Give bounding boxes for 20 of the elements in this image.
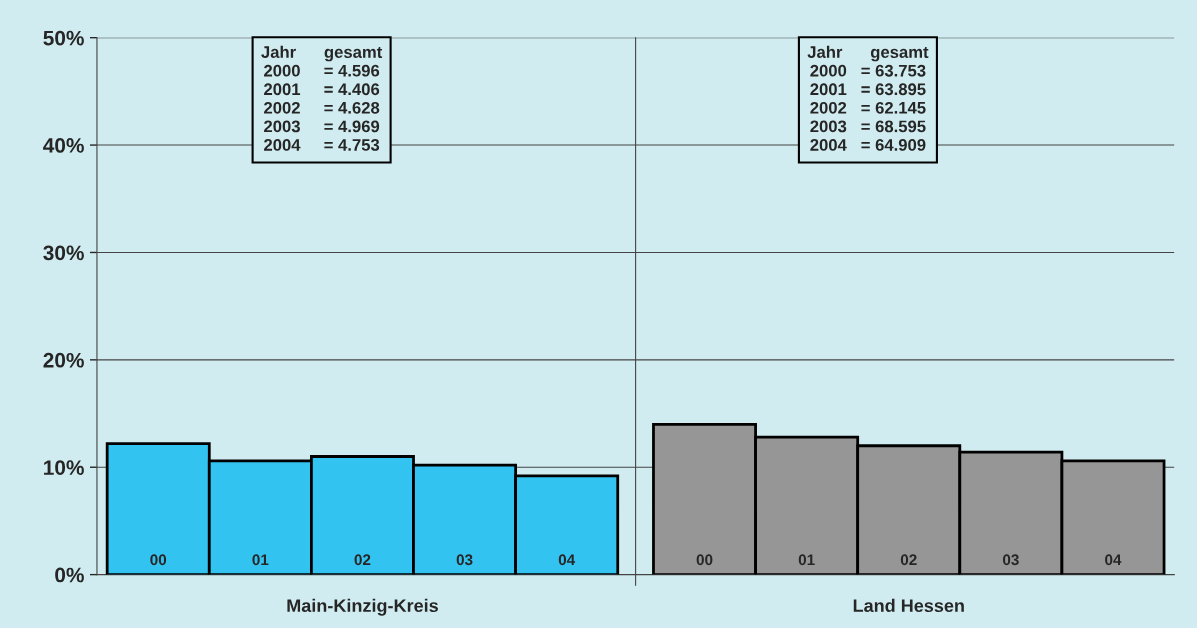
- x-tick-label: 00: [150, 554, 167, 566]
- x-tick-label: 01: [798, 554, 815, 566]
- x-tick-label: 02: [900, 554, 917, 566]
- x-tick-label: 01: [252, 554, 269, 566]
- y-tick-label: 10%: [44, 460, 84, 475]
- annotation: Jahr gesamt 2000 = 63.753 2001 = 63.895 2002 = 62.145 2003 = 68.595 2004 = 64.909: [807, 45, 929, 151]
- x-tick-label: 04: [1105, 554, 1122, 566]
- y-tick-label: 40%: [43, 138, 84, 153]
- y-tick-label: 50%: [43, 30, 84, 46]
- x-tick-label: 04: [558, 554, 576, 566]
- x-tick-label: 03: [1002, 554, 1019, 566]
- x-tick-label: 02: [354, 554, 371, 566]
- x-tick-label: 03: [456, 554, 473, 566]
- series-label: Land Hessen: [853, 598, 964, 613]
- series-label: Main-Kinzig-Kreis: [287, 598, 438, 616]
- annotation: Jahr gesamt 2000 = 4.596 2001 = 4.406 2002 = 4.628 2003 = 4.969 2004 = 4.753: [261, 45, 383, 151]
- y-tick-label: 30%: [43, 245, 84, 261]
- y-tick-label: 0%: [55, 567, 84, 583]
- y-tick-label: 20%: [43, 352, 84, 368]
- x-tick-label: 00: [696, 554, 713, 566]
